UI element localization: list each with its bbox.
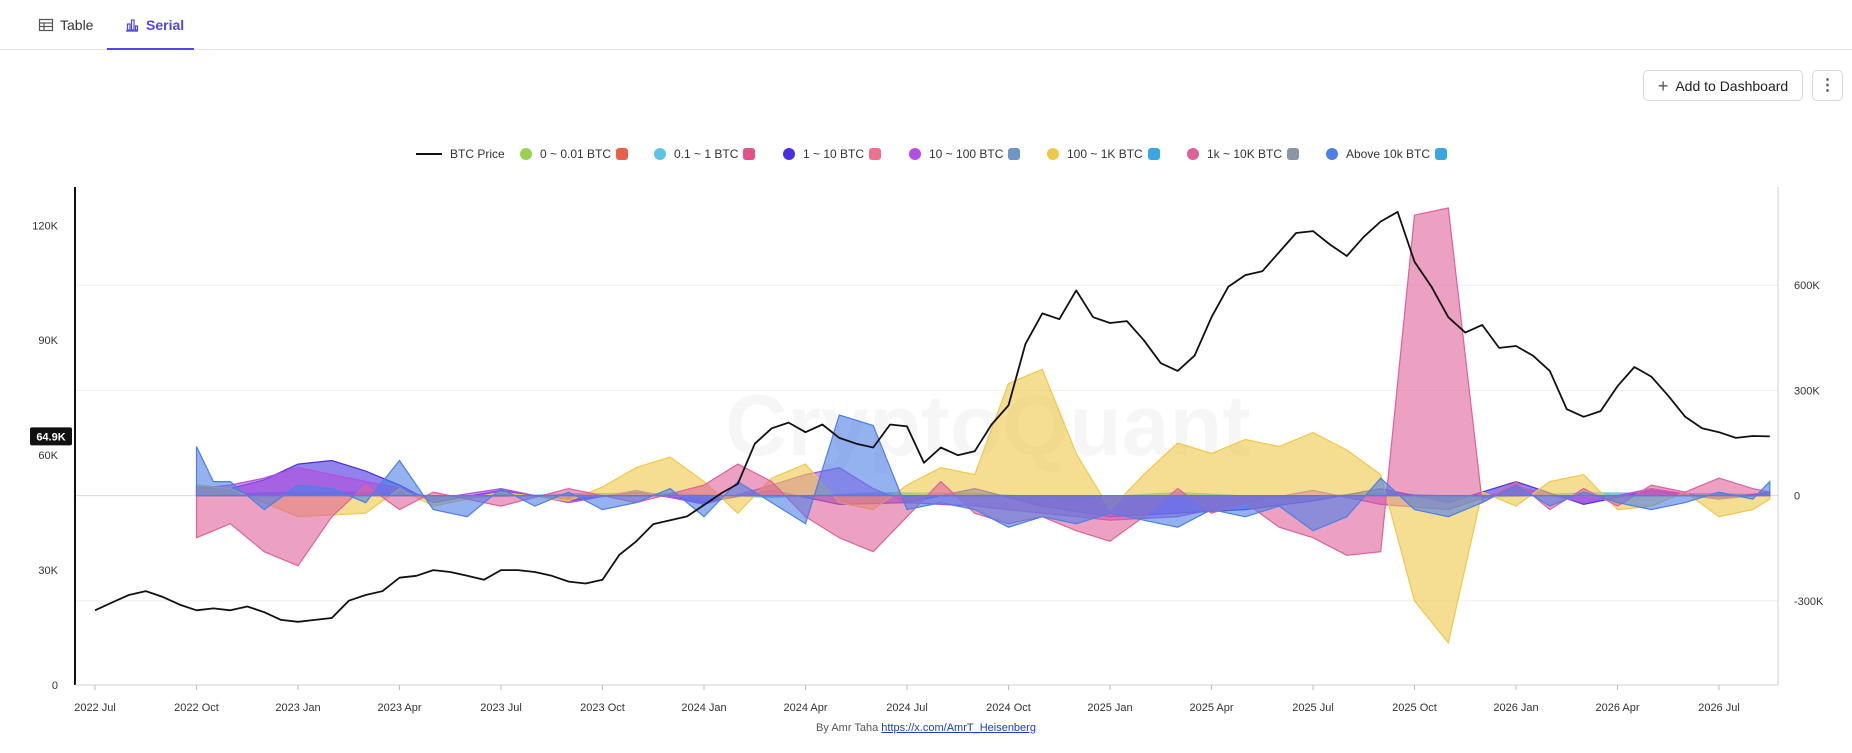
- y-left-tick-label: 60K: [38, 450, 58, 462]
- y-left-tick-label: 90K: [38, 335, 58, 347]
- current-price-label: 64.9K: [36, 431, 65, 443]
- legend-item-btc-price[interactable]: BTC Price: [416, 144, 505, 164]
- view-tabs: Table Serial: [0, 0, 1852, 50]
- x-tick-label: 2026 Jul: [1698, 702, 1740, 714]
- footer-credit: By Amr Taha https://x.com/AmrT_Heisenber…: [0, 722, 1852, 734]
- legend-label: 0.1 ~ 1 BTC: [674, 147, 739, 161]
- legend-label: 10 ~ 100 BTC: [929, 147, 1004, 161]
- x-tick-label: 2023 Oct: [580, 702, 625, 714]
- legend-item-above-10k[interactable]: Above 10k BTC: [1326, 144, 1448, 164]
- y-right-tick-label: -300K: [1794, 596, 1824, 608]
- more-options-button[interactable]: ⋮: [1812, 70, 1843, 101]
- x-tick-label: 2026 Apr: [1595, 702, 1639, 714]
- x-tick-label: 2023 Apr: [377, 702, 421, 714]
- y-left-tick-label: 120K: [32, 220, 58, 232]
- dot-marker-icon: [1187, 148, 1199, 160]
- chart-legend: BTC Price 0 ~ 0.01 BTC 0.1 ~ 1 BTC 1 ~ 1…: [0, 144, 1852, 164]
- x-tick-label: 2025 Apr: [1189, 702, 1233, 714]
- x-tick-label: 2023 Jul: [480, 702, 522, 714]
- price-line-layer: [94, 211, 1770, 623]
- y-right-tick-label: 600K: [1794, 280, 1820, 292]
- x-tick-label: 2024 Oct: [986, 702, 1031, 714]
- shrimp-icon: [616, 148, 629, 160]
- tab-table-label: Table: [60, 16, 94, 33]
- tab-serial[interactable]: Serial: [107, 0, 194, 50]
- current-price-badge: [30, 427, 72, 446]
- legend-label: 100 ~ 1K BTC: [1067, 147, 1143, 161]
- x-tick-label: 2025 Jan: [1087, 702, 1132, 714]
- legend-item-01-1[interactable]: 0.1 ~ 1 BTC: [654, 144, 756, 164]
- footer-link[interactable]: https://x.com/AmrT_Heisenberg: [881, 722, 1036, 734]
- x-tick-label: 2024 Jan: [681, 702, 726, 714]
- legend-label: Above 10k BTC: [1346, 147, 1431, 161]
- table-icon: [38, 18, 54, 31]
- legend-label: 1k ~ 10K BTC: [1207, 147, 1283, 161]
- dot-marker-icon: [520, 148, 532, 160]
- x-tick-label: 2022 Oct: [174, 702, 219, 714]
- fish-icon: [1008, 148, 1021, 160]
- series-areas: [195, 207, 1771, 645]
- line-marker-icon: [416, 153, 442, 155]
- crab-icon: [743, 148, 756, 160]
- legend-label: BTC Price: [450, 147, 505, 161]
- more-vertical-icon: ⋮: [1819, 76, 1836, 94]
- bar-chart-icon: [126, 18, 139, 32]
- area-series-6: [195, 207, 1771, 567]
- tab-serial-label: Serial: [146, 16, 185, 33]
- y-left-tick-label: 0: [52, 680, 58, 692]
- plus-icon: +: [1657, 75, 1669, 96]
- x-tick-label: 2025 Jul: [1292, 702, 1334, 714]
- octopus-icon: [869, 148, 882, 160]
- legend-item-1-10[interactable]: 1 ~ 10 BTC: [783, 144, 882, 164]
- x-tick-label: 2026 Jan: [1493, 702, 1538, 714]
- btc-price-line: [94, 211, 1770, 623]
- y-left-tick-label: 30K: [38, 565, 58, 577]
- dot-marker-icon: [654, 148, 666, 160]
- x-tick-label: 2023 Jan: [275, 702, 320, 714]
- legend-label: 1 ~ 10 BTC: [803, 147, 865, 161]
- footer-author: By Amr Taha: [816, 722, 879, 734]
- dot-marker-icon: [783, 148, 795, 160]
- x-tick-label: 2024 Apr: [783, 702, 827, 714]
- legend-item-100-1k[interactable]: 100 ~ 1K BTC: [1047, 144, 1160, 164]
- add-to-dashboard-button[interactable]: + Add to Dashboard: [1643, 70, 1803, 101]
- y-right-tick-label: 300K: [1794, 385, 1820, 397]
- legend-item-10-100[interactable]: 10 ~ 100 BTC: [909, 144, 1021, 164]
- shark-icon: [1287, 148, 1300, 160]
- x-tick-label: 2022 Jul: [74, 702, 116, 714]
- add-to-dashboard-label: Add to Dashboard: [1675, 77, 1789, 94]
- x-tick-label: 2025 Oct: [1392, 702, 1437, 714]
- dot-marker-icon: [1326, 148, 1338, 160]
- dot-marker-icon: [909, 148, 921, 160]
- legend-label: 0 ~ 0.01 BTC: [540, 147, 612, 161]
- legend-item-1k-10k[interactable]: 1k ~ 10K BTC: [1187, 144, 1300, 164]
- whale-icon: [1435, 148, 1448, 160]
- x-tick-label: 2024 Jul: [886, 702, 928, 714]
- area-series-7: [195, 414, 1771, 532]
- dolphin-icon: [1147, 148, 1160, 160]
- y-right-tick-label: 0: [1794, 491, 1800, 503]
- axes: -300K 0 300K 600K 0 30K 60K 90K 120K 64.9K 2022 Ju…: [30, 187, 1824, 714]
- tab-table[interactable]: Table: [38, 0, 93, 49]
- dot-marker-icon: [1047, 148, 1059, 160]
- legend-item-0-001[interactable]: 0 ~ 0.01 BTC: [520, 144, 629, 164]
